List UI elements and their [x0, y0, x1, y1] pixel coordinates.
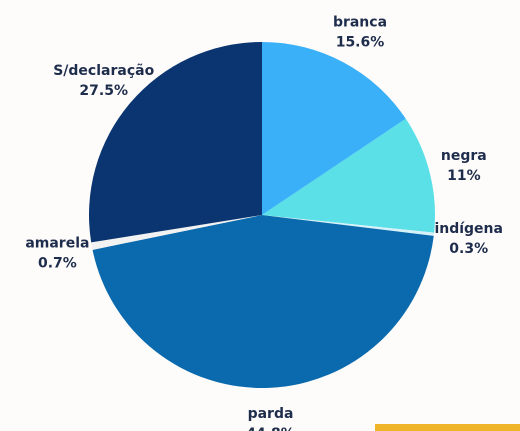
slice-label: amarela	[25, 235, 89, 251]
slice-label: negra	[441, 148, 487, 164]
pie-slice	[92, 215, 434, 388]
slice-label: indígena	[434, 221, 503, 237]
slice-value: 15.6%	[336, 35, 385, 51]
slice-value: 11%	[447, 168, 481, 184]
pie-slice	[88, 42, 262, 243]
pie-slice	[262, 42, 406, 215]
pie-slice	[262, 118, 435, 233]
slice-value: 0.7%	[38, 255, 77, 271]
slice-value: 44.8%	[246, 426, 295, 431]
slice-label: branca	[333, 15, 387, 31]
pie-slice	[262, 215, 435, 236]
slice-label: parda	[248, 406, 294, 422]
slice-value: 27.5%	[79, 83, 128, 99]
slice-value: 0.3%	[449, 241, 488, 257]
accent-bar	[375, 424, 520, 431]
pie-slice	[91, 215, 263, 250]
slice-label: S/declaração	[53, 63, 154, 79]
